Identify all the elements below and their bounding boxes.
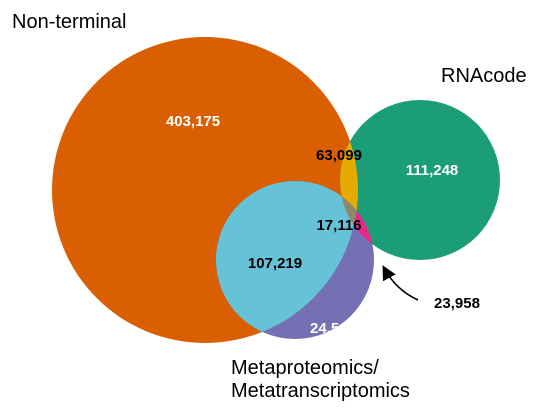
count-all-three: 17,116 — [316, 217, 361, 234]
non-terminal-label: Non-terminal — [12, 11, 126, 33]
meta-label-line-2: Metatranscriptomics — [231, 380, 410, 402]
count-rnacode-only: 111,248 — [406, 162, 459, 179]
count-meta-only: 24,547 — [310, 320, 356, 337]
rnacode-circle — [340, 100, 500, 260]
meta-label-line-1: Metaproteomics/ — [231, 357, 379, 379]
count-rnacode-meta: 23,958 — [434, 295, 480, 312]
count-non-terminal-rnacode: 63,099 — [316, 147, 362, 164]
count-non-terminal-only: 403,175 — [166, 113, 220, 130]
count-non-terminal-meta: 107,219 — [248, 255, 302, 272]
rnacode-label: RNAcode — [441, 65, 527, 87]
callout-arrow — [382, 265, 419, 301]
